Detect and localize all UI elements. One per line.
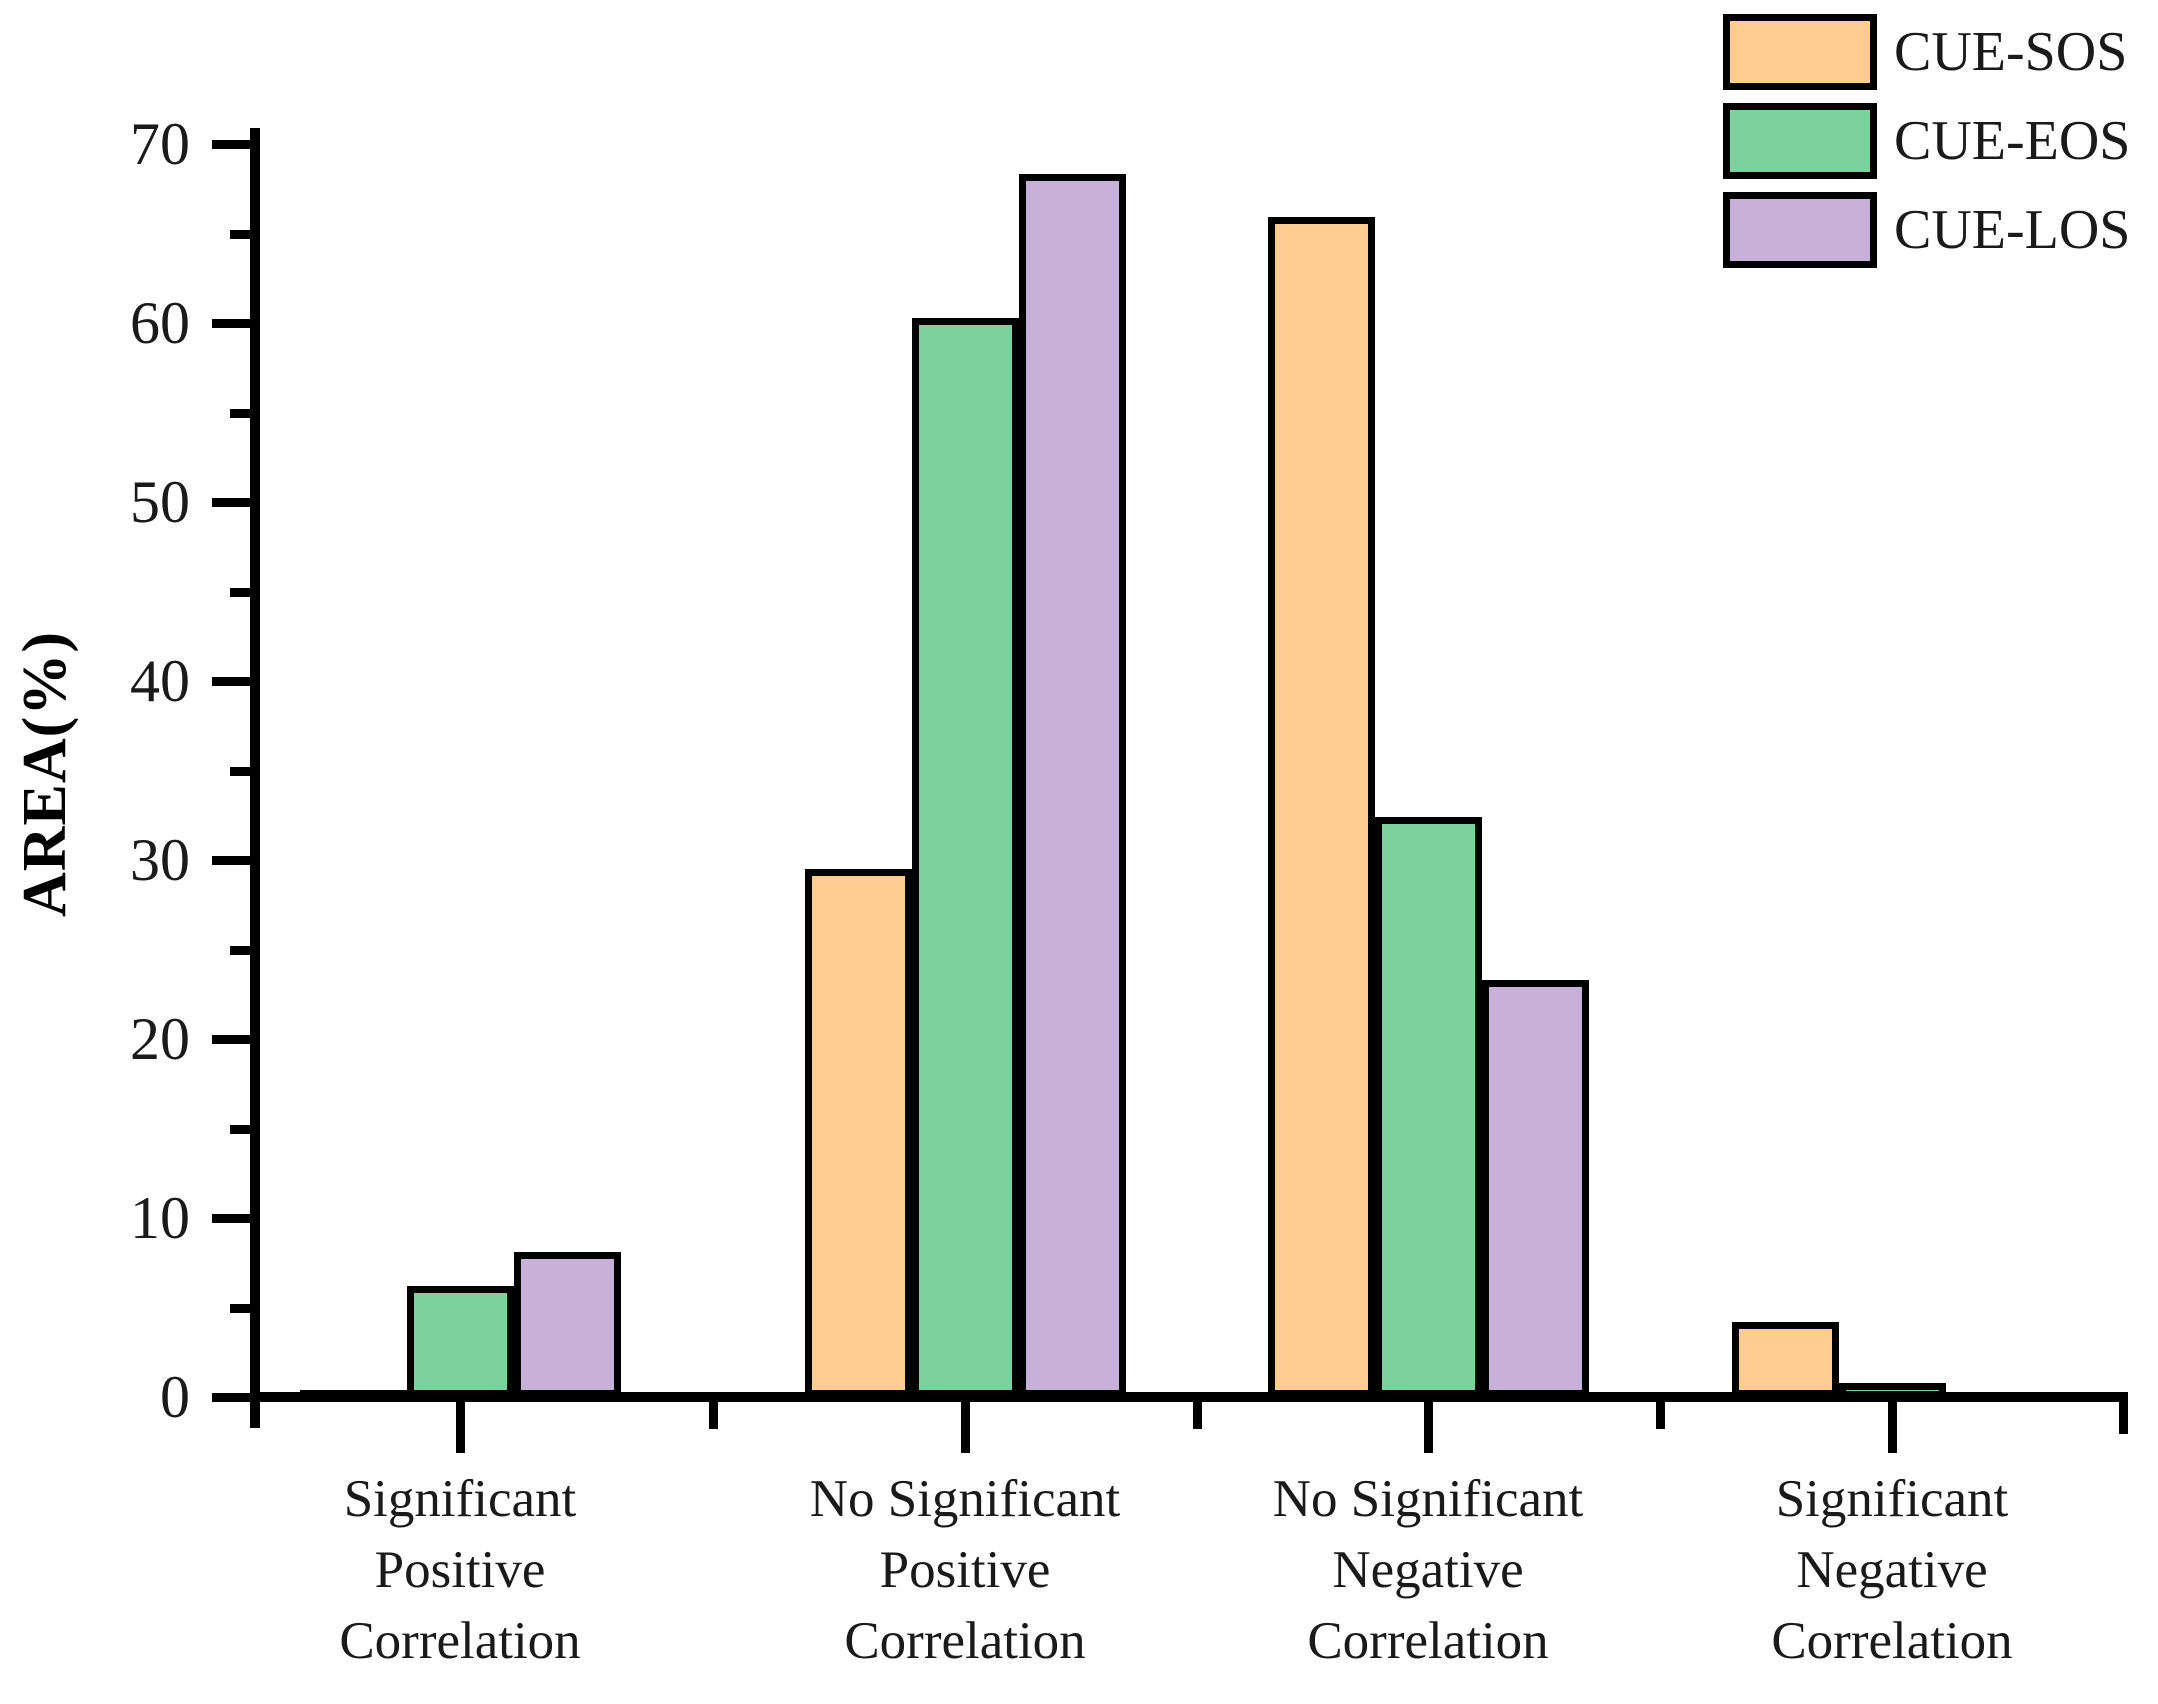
bar-fill <box>413 1293 507 1390</box>
bar-fill <box>1025 181 1119 1390</box>
bar-fill <box>918 324 1012 1390</box>
y-minor-tick-5 <box>230 1303 258 1313</box>
y-tick-label-50: 50 <box>130 469 190 535</box>
y-major-tick-20 <box>212 1035 258 1044</box>
y-minor-tick-25 <box>230 945 258 955</box>
y-minor-tick-65 <box>230 229 258 239</box>
x-category-label-line: Significant <box>1775 1470 2009 1528</box>
y-major-tick-40 <box>212 677 258 686</box>
legend-swatch-cue-los <box>1723 192 1877 268</box>
y-minor-tick-35 <box>230 766 258 776</box>
x-category-label-1: Significant Positive Correlation <box>200 1464 720 1677</box>
x-category-label-line: Positive <box>374 1541 546 1599</box>
bar-cue-los-group-2 <box>1018 174 1126 1397</box>
x-minor-tick-boundary-1 <box>708 1397 718 1429</box>
x-major-tick-group-4 <box>1888 1397 1897 1453</box>
bar-fill <box>1274 224 1368 1390</box>
legend-swatch-cue-eos <box>1723 103 1877 179</box>
x-minor-tick-boundary-3 <box>1656 1397 1665 1429</box>
bar-fill <box>1381 824 1475 1390</box>
bar-cue-sos-group-1 <box>299 1389 407 1397</box>
bar-cue-eos-group-1 <box>406 1286 514 1397</box>
x-axis-line <box>250 1392 2128 1402</box>
y-tick-label-70: 70 <box>130 111 190 177</box>
bar-cue-los-group-1 <box>513 1252 621 1397</box>
legend-row-cue-los: CUE-LOS <box>1723 192 2130 268</box>
x-category-label-line: Negative <box>1332 1541 1524 1599</box>
y-minor-tick-55 <box>230 408 258 418</box>
x-category-label-line: Correlation <box>844 1612 1086 1670</box>
y-tick-label-60: 60 <box>130 290 190 356</box>
y-major-tick-70 <box>212 140 258 149</box>
y-major-tick-10 <box>212 1214 258 1223</box>
bar-cue-eos-group-4 <box>1838 1382 1946 1397</box>
y-major-tick-0 <box>212 1393 258 1402</box>
bar-cue-los-group-3 <box>1481 979 1589 1397</box>
legend-row-cue-sos: CUE-SOS <box>1723 14 2130 90</box>
legend-label-cue-sos: CUE-SOS <box>1894 21 2128 83</box>
x-category-label-line: Significant <box>343 1470 577 1528</box>
y-major-tick-30 <box>212 856 258 865</box>
bar-cue-sos-group-2 <box>804 868 912 1397</box>
x-major-tick-group-3 <box>1424 1397 1433 1453</box>
y-tick-label-20: 20 <box>130 1006 190 1072</box>
y-tick-label-30: 30 <box>130 827 190 893</box>
x-major-tick-group-1 <box>456 1397 465 1453</box>
x-major-tick-group-2 <box>961 1397 970 1453</box>
bar-fill <box>811 875 905 1390</box>
y-major-tick-60 <box>212 319 258 328</box>
bar-fill <box>520 1259 614 1390</box>
x-category-label-line: Correlation <box>1307 1612 1549 1670</box>
y-axis-line <box>250 128 260 1428</box>
y-major-tick-50 <box>212 498 258 507</box>
bar-cue-sos-group-3 <box>1267 217 1375 1397</box>
x-minor-tick-boundary-2 <box>1192 1397 1202 1429</box>
bar-fill <box>1738 1328 1832 1390</box>
x-category-label-3: No Significant Negative Correlation <box>1168 1464 1688 1677</box>
x-category-label-line: Correlation <box>1771 1612 2013 1670</box>
x-category-label-line: Correlation <box>339 1612 581 1670</box>
y-tick-label-10: 10 <box>130 1185 190 1251</box>
y-tick-label-40: 40 <box>130 648 190 714</box>
legend-swatch-cue-sos <box>1723 14 1877 90</box>
y-axis-title: AREA(%) <box>11 631 79 917</box>
bar-fill <box>1488 986 1582 1390</box>
legend-label-cue-los: CUE-LOS <box>1894 199 2131 261</box>
bar-cue-sos-group-4 <box>1731 1321 1839 1397</box>
x-category-label-2: No Significant Positive Correlation <box>705 1464 1225 1677</box>
bar-cue-los-group-4 <box>1945 1393 2053 1397</box>
bar-cue-eos-group-3 <box>1374 817 1482 1397</box>
x-category-label-4: Significant Negative Correlation <box>1632 1464 2152 1677</box>
legend-label-cue-eos: CUE-EOS <box>1894 110 2131 172</box>
x-category-label-line: No Significant <box>1272 1470 1584 1528</box>
legend-row-cue-eos: CUE-EOS <box>1723 103 2130 179</box>
legend: CUE-SOS CUE-EOS CUE-LOS <box>1723 14 2130 281</box>
x-axis-end-tick <box>2119 1392 2128 1434</box>
bar-cue-eos-group-2 <box>911 317 1019 1397</box>
x-category-label-line: Positive <box>879 1541 1051 1599</box>
x-category-label-line: Negative <box>1796 1541 1988 1599</box>
x-category-label-line: No Significant <box>809 1470 1121 1528</box>
y-minor-tick-15 <box>230 1124 258 1134</box>
y-tick-label-0: 0 <box>160 1364 190 1430</box>
y-minor-tick-45 <box>230 587 258 597</box>
